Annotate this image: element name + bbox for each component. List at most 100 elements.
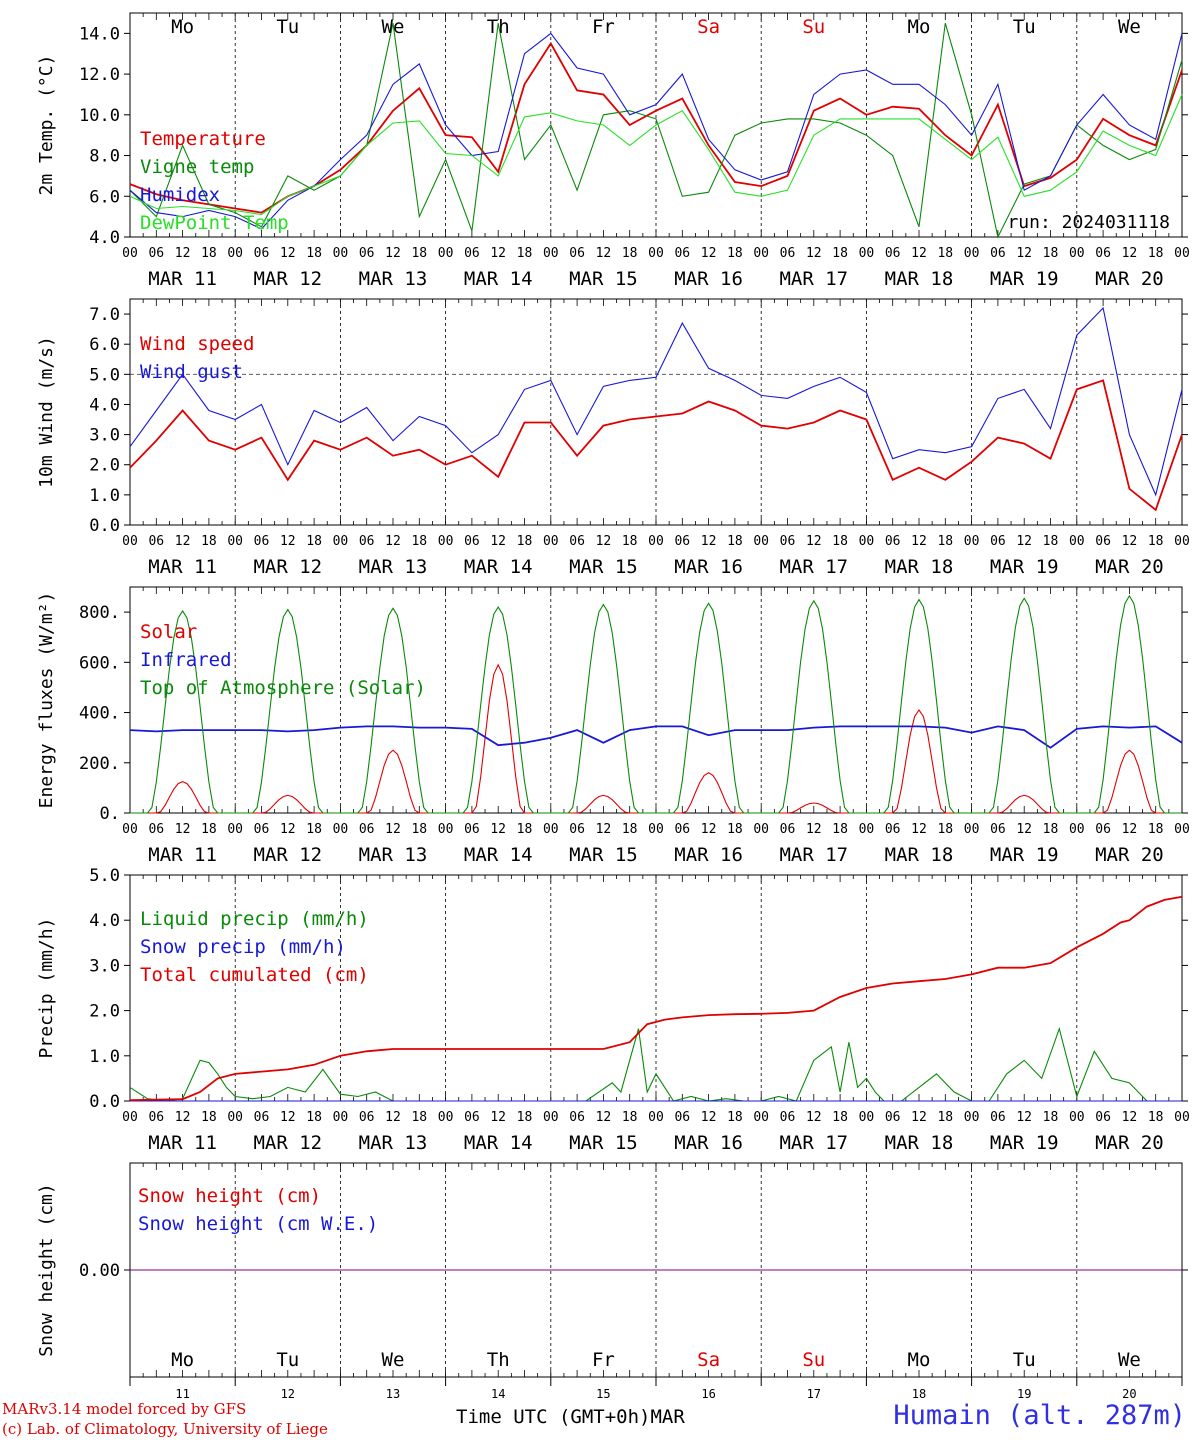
date-label: MAR 14 [464, 268, 533, 290]
day-number-label: 13 [386, 1387, 400, 1401]
hour-tick-label: 12 [806, 822, 822, 837]
date-label: MAR 12 [253, 844, 322, 866]
date-label: MAR 13 [359, 556, 428, 578]
hour-tick-label: 00 [122, 534, 138, 549]
hour-tick-label: 18 [1148, 1110, 1164, 1125]
day-of-week-label: Su [802, 16, 825, 38]
credit-line-2: (c) Lab. of Climatology, University of L… [2, 1420, 328, 1438]
hour-tick-label: 18 [201, 534, 217, 549]
day-of-week-label: Mo [171, 16, 194, 38]
hour-tick-label: 18 [622, 1110, 638, 1125]
hour-tick-label: 12 [280, 246, 296, 261]
hour-tick-label: 18 [201, 246, 217, 261]
hour-tick-label: 00 [859, 534, 875, 549]
hour-tick-label: 00 [122, 822, 138, 837]
date-label: MAR 13 [359, 844, 428, 866]
hour-tick-label: 00 [1174, 822, 1190, 837]
hour-tick-label: 18 [937, 1110, 953, 1125]
hour-tick-label: 06 [359, 822, 375, 837]
hour-tick-label: 00 [543, 822, 559, 837]
y-tick-label: 2.0 [89, 456, 120, 476]
hour-tick-label: 06 [569, 246, 585, 261]
day-of-week-label: Sa [697, 16, 720, 38]
hour-tick-label: 06 [464, 1110, 480, 1125]
date-label: MAR 20 [1095, 844, 1164, 866]
hour-tick-label: 06 [359, 1110, 375, 1125]
hour-tick-label: 00 [859, 246, 875, 261]
panel-2 [124, 298, 1188, 526]
hour-tick-label: 06 [254, 534, 270, 549]
hour-tick-label: 12 [175, 822, 191, 837]
hour-tick-label: 00 [1069, 1110, 1085, 1125]
hour-tick-label: 06 [1095, 246, 1111, 261]
hour-tick-label: 12 [280, 1110, 296, 1125]
hour-tick-label: 12 [385, 822, 401, 837]
date-label: MAR 12 [253, 268, 322, 290]
hour-tick-label: 00 [438, 822, 454, 837]
day-of-week-label-bottom: Sa [697, 1349, 720, 1371]
date-label: MAR 15 [569, 844, 638, 866]
hour-tick-label: 06 [1095, 822, 1111, 837]
y-tick-label: 4.0 [89, 395, 120, 415]
hour-tick-label: 06 [254, 1110, 270, 1125]
hour-tick-label: 18 [832, 534, 848, 549]
date-label: MAR 16 [674, 268, 743, 290]
hour-tick-label: 12 [385, 246, 401, 261]
date-label: MAR 19 [990, 268, 1059, 290]
day-number-label: 18 [912, 1387, 926, 1401]
hour-tick-label: 12 [490, 534, 506, 549]
date-label: MAR 17 [779, 1132, 848, 1154]
hour-tick-label: 00 [227, 534, 243, 549]
y-tick-label: 3.0 [89, 426, 120, 446]
panel-1 [124, 12, 1188, 239]
day-number-label: 19 [1017, 1387, 1031, 1401]
hour-tick-label: 18 [622, 246, 638, 261]
hour-tick-label: 06 [990, 246, 1006, 261]
hour-tick-label: 06 [780, 534, 796, 549]
hour-tick-label: 00 [543, 534, 559, 549]
y-tick-label: 0. [100, 804, 120, 824]
date-label: MAR 18 [885, 268, 954, 290]
hour-tick-label: 12 [385, 534, 401, 549]
date-label: MAR 17 [779, 268, 848, 290]
hour-tick-label: 12 [280, 822, 296, 837]
legend-entry: Temperature [140, 128, 266, 150]
day-number-label: 12 [281, 1387, 295, 1401]
hour-tick-label: 06 [254, 246, 270, 261]
legend-entry: Humidex [140, 184, 220, 206]
legend-entry: Wind gust [140, 361, 243, 383]
hour-tick-label: 18 [411, 246, 427, 261]
hour-tick-label: 06 [254, 822, 270, 837]
hour-tick-label: 18 [201, 822, 217, 837]
y-tick-label: 10.0 [79, 106, 120, 126]
hour-tick-label: 00 [964, 534, 980, 549]
hour-tick-label: 06 [674, 246, 690, 261]
hour-tick-label: 00 [1174, 534, 1190, 549]
series-line-top-of-atmosphere-solar- [130, 594, 1182, 814]
hour-tick-label: 18 [201, 1110, 217, 1125]
hour-tick-label: 06 [674, 534, 690, 549]
hour-tick-label: 18 [517, 534, 533, 549]
y-tick-label: 600. [79, 653, 120, 673]
date-label: MAR 13 [359, 1132, 428, 1154]
hour-tick-label: 06 [148, 1110, 164, 1125]
hour-tick-label: 18 [517, 1110, 533, 1125]
series-line-wind-gust [129, 306, 1183, 497]
hour-tick-label: 18 [622, 534, 638, 549]
hour-tick-label: 12 [385, 1110, 401, 1125]
hour-tick-label: 12 [175, 246, 191, 261]
y-tick-label: 7.0 [89, 305, 120, 325]
hour-tick-label: 06 [148, 822, 164, 837]
y-tick-label: 6.0 [89, 335, 120, 355]
legend-entry: Top of Atmosphere (Solar) [140, 677, 426, 699]
hour-tick-label: 12 [806, 1110, 822, 1125]
panel-3 [124, 586, 1188, 814]
run-label: run: 2024031118 [1007, 212, 1170, 233]
hour-tick-label: 06 [569, 822, 585, 837]
hour-tick-label: 00 [859, 1110, 875, 1125]
legend-entry: Vigne temp [140, 156, 254, 178]
hour-tick-label: 18 [517, 822, 533, 837]
hour-tick-label: 00 [227, 246, 243, 261]
hour-tick-label: 12 [1016, 822, 1032, 837]
